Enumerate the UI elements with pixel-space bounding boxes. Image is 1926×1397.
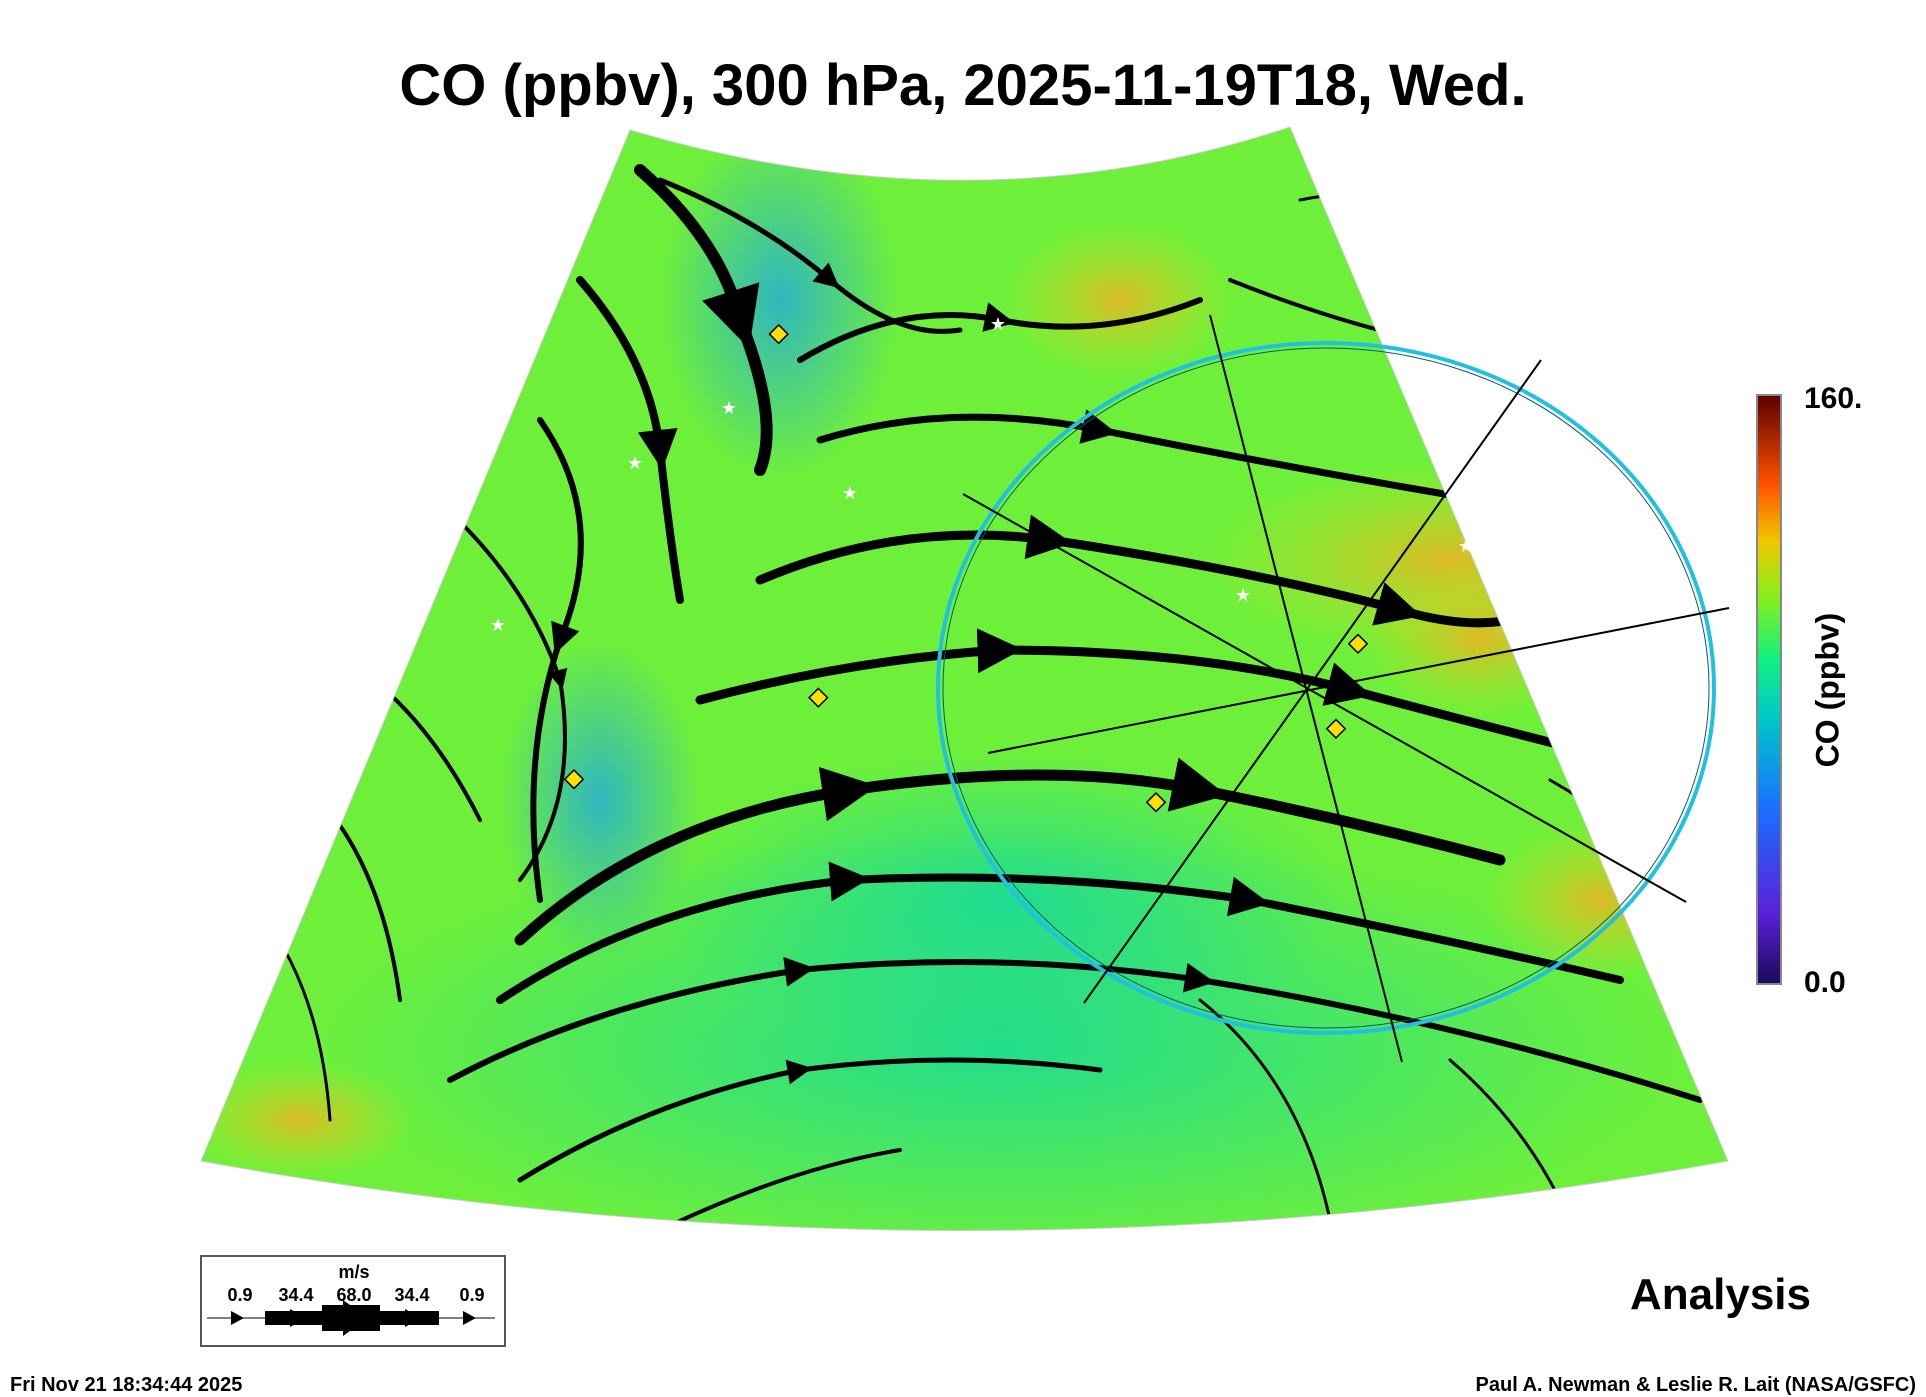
analysis-label: Analysis <box>1630 1270 1811 1319</box>
wind-legend-tick: 68.0 <box>336 1285 372 1305</box>
wind-legend-tick: 0.9 <box>459 1285 485 1305</box>
wind-legend-tick: 34.4 <box>278 1285 314 1305</box>
svg-text:★: ★ <box>721 398 737 418</box>
svg-text:★: ★ <box>1458 536 1474 556</box>
colorbar-min-label: 0.0 <box>1804 966 1846 999</box>
footer-credit: Paul A. Newman & Leslie R. Lait (NASA/GS… <box>1475 1374 1916 1396</box>
wind-legend-tick: 34.4 <box>394 1285 430 1305</box>
colorbar-max-label: 160. <box>1804 382 1863 415</box>
wind-legend-tick: 0.9 <box>227 1285 253 1305</box>
svg-text:★: ★ <box>990 314 1006 334</box>
station-stars: ★ ★ ★ ★ ★ ★ ★ <box>490 314 1474 635</box>
radial-lines <box>962 314 1730 1063</box>
flight-track-circle <box>936 341 1716 1035</box>
svg-text:★: ★ <box>1235 585 1251 605</box>
footer-timestamp: Fri Nov 21 18:34:44 2025 <box>10 1374 243 1396</box>
site-markers <box>563 323 1369 813</box>
svg-text:★: ★ <box>842 483 858 503</box>
colorbar-title: CO (ppbv) <box>1809 612 1846 768</box>
svg-text:★: ★ <box>490 615 506 635</box>
co-field <box>201 127 1728 1231</box>
chart-title: CO (ppbv), 300 hPa, 2025-11-19T18, Wed. <box>399 53 1527 118</box>
map-boundary <box>200 126 1729 1231</box>
svg-text:★: ★ <box>627 453 643 473</box>
wind-legend-box <box>200 1255 506 1347</box>
wind-legend-units: m/s <box>338 1262 370 1282</box>
colorbar <box>1756 394 1782 985</box>
